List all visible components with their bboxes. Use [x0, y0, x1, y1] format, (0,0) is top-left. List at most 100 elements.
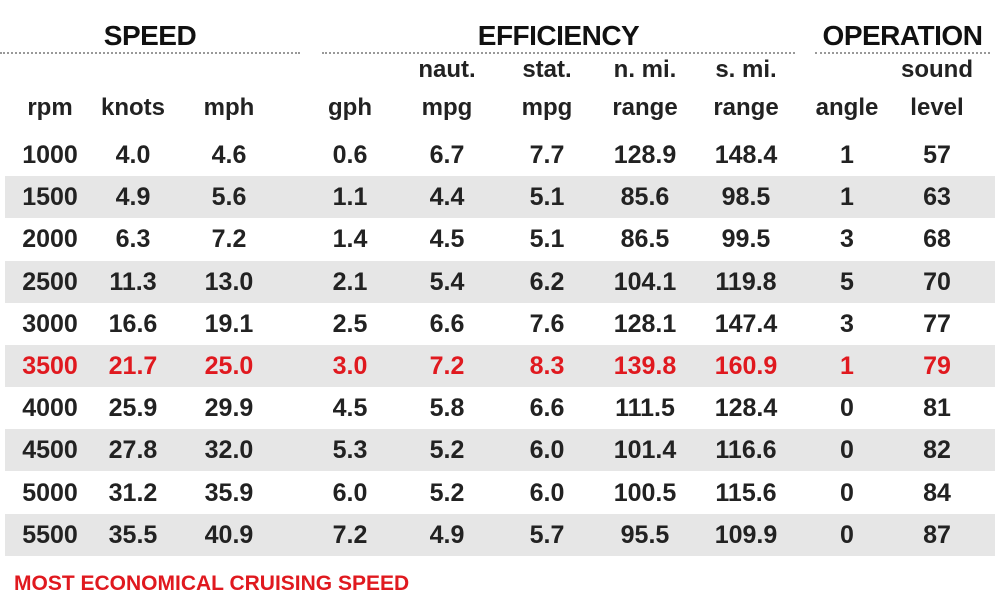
- table-cell: 40.9: [204, 520, 254, 549]
- table-cell: 7.2: [211, 225, 247, 254]
- table-cell: 19.1: [204, 309, 254, 338]
- table-cell: 21.7: [108, 352, 158, 380]
- footnote: MOST ECONOMICAL CRUISING SPEED: [14, 572, 410, 595]
- table-cell: 87: [923, 520, 951, 549]
- table-cell: 32.0: [204, 436, 254, 465]
- table-cell: 35.5: [108, 520, 158, 549]
- table-cell: 5.4: [429, 267, 465, 296]
- table-cell: 139.8: [613, 352, 677, 380]
- table-cell: 4.0: [115, 141, 151, 169]
- table-cell: 3.0: [332, 352, 368, 380]
- table-cell: 6.0: [529, 436, 565, 465]
- table-cell: 160.9: [714, 352, 778, 380]
- table-row: [5, 260, 995, 303]
- table-cell: 3: [840, 225, 854, 254]
- table-cell: 119.8: [715, 267, 777, 296]
- table-cell: 63: [923, 183, 951, 212]
- column-header: sound: [901, 56, 973, 83]
- table-cell: 8.3: [529, 352, 565, 380]
- table-cell: 5.3: [332, 436, 368, 465]
- column-header: mph: [203, 94, 255, 121]
- column-header: s. mi.: [715, 56, 777, 83]
- table-cell: 5.8: [429, 394, 465, 423]
- table-cell: 0.6: [332, 141, 368, 169]
- table-cell: 85.6: [620, 183, 670, 212]
- table-cell: 29.9: [204, 394, 254, 423]
- group-heading: SPEED: [103, 20, 197, 51]
- column-header: gph: [328, 94, 372, 121]
- table-cell: 4.5: [429, 225, 465, 254]
- table-cell: 128.4: [714, 394, 778, 423]
- table-row: [5, 429, 995, 472]
- table-cell: 25.0: [204, 352, 254, 380]
- table-cell: 4.4: [429, 183, 465, 212]
- table-cell: 70: [923, 267, 951, 296]
- table-cell: 84: [923, 478, 951, 507]
- column-header: range: [713, 94, 779, 121]
- table-cell: 16.6: [108, 309, 158, 338]
- group-heading: EFFICIENCY: [477, 20, 640, 51]
- table-cell: 2.5: [332, 309, 368, 338]
- table-cell: 100.5: [613, 478, 677, 507]
- table-cell: 5500: [22, 520, 78, 549]
- table-cell: 2500: [22, 267, 78, 296]
- table-cell: 2000: [22, 225, 78, 254]
- column-header: level: [910, 94, 964, 121]
- table-cell: 5.1: [529, 183, 565, 212]
- table-cell: 6.7: [429, 141, 465, 169]
- table-cell: 95.5: [620, 520, 670, 549]
- table-cell: 68: [923, 225, 951, 254]
- table-cell: 4.9: [115, 183, 151, 212]
- column-header: mpg: [421, 94, 473, 121]
- table-cell: 7.6: [529, 309, 565, 338]
- table-row: [5, 345, 995, 387]
- table-cell: 25.9: [108, 394, 158, 423]
- table-cell: 0: [840, 478, 854, 507]
- table-cell: 4.5: [332, 394, 368, 423]
- table-cell: 104.1: [613, 267, 677, 296]
- table-cell: 5.2: [429, 478, 465, 507]
- table-cell: 1: [840, 183, 854, 212]
- table-cell: 1.4: [332, 225, 368, 254]
- table-cell: 128.1: [613, 309, 677, 338]
- table-cell: 82: [923, 436, 951, 465]
- column-header: knots: [100, 94, 165, 121]
- table-cell: 7.2: [332, 520, 368, 549]
- table-cell: 57: [923, 141, 951, 169]
- table-cell: 6.2: [529, 267, 565, 296]
- column-header: n. mi.: [613, 56, 677, 83]
- column-header: angle: [815, 94, 879, 121]
- table-cell: 4000: [22, 394, 78, 423]
- table-cell: 13.0: [204, 267, 254, 296]
- table-cell: 111.5: [615, 394, 675, 423]
- column-header: naut.: [418, 56, 476, 83]
- table-cell: 79: [923, 352, 951, 380]
- table-cell: 6.0: [529, 478, 565, 507]
- table-cell: 148.4: [714, 141, 778, 169]
- table-cell: 115.6: [715, 478, 777, 507]
- group-rule: [815, 52, 990, 54]
- table-cell: 5.7: [529, 520, 565, 549]
- table-cell: 6.3: [115, 225, 151, 254]
- table-cell: 3000: [22, 309, 78, 338]
- table-cell: 6.6: [429, 309, 465, 338]
- table-cell: 1: [840, 141, 854, 169]
- table-cell: 11.3: [109, 267, 157, 296]
- group-rule: [322, 52, 795, 54]
- table-cell: 128.9: [613, 141, 677, 169]
- table-row: [5, 176, 995, 219]
- table-cell: 6.6: [529, 394, 565, 423]
- table-row: [5, 513, 995, 556]
- table-cell: 3500: [22, 352, 78, 380]
- table-cell: 5000: [22, 478, 78, 507]
- table-cell: 27.8: [108, 436, 158, 465]
- table-cell: 31.2: [108, 478, 158, 507]
- table-cell: 86.5: [620, 225, 670, 254]
- column-header: mpg: [521, 94, 573, 121]
- group-heading: OPERATION: [822, 20, 983, 51]
- table-cell: 7.2: [429, 352, 465, 380]
- table-cell: 101.4: [613, 436, 677, 465]
- table-cell: 5: [840, 267, 854, 296]
- table-cell: 7.7: [529, 141, 565, 169]
